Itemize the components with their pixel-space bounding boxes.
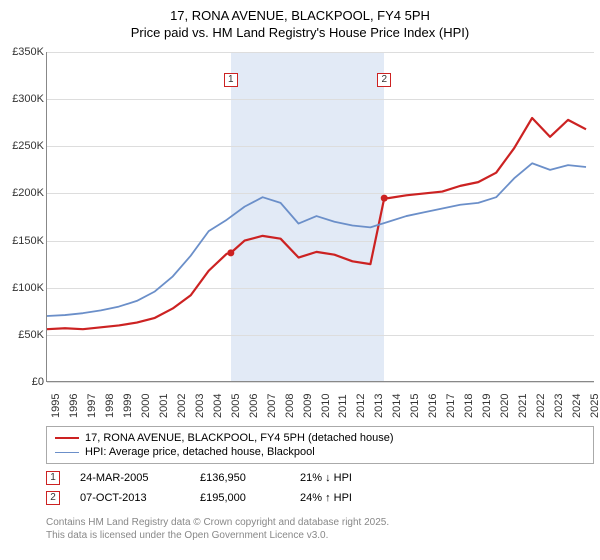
x-tick-label: 1995 <box>50 394 62 418</box>
x-tick-label: 1998 <box>104 394 116 418</box>
x-tick-label: 2004 <box>212 394 224 418</box>
sales-table: 1 24-MAR-2005 £136,950 21% ↓ HPI 2 07-OCT-201… <box>46 468 400 508</box>
legend-item: HPI: Average price, detached house, Blac… <box>55 445 585 459</box>
y-tick-label: £50K <box>18 329 44 341</box>
y-tick-label: £150K <box>12 235 44 247</box>
gridline-h <box>47 382 594 383</box>
x-tick-label: 2000 <box>140 394 152 418</box>
sale-price: £136,950 <box>200 472 280 484</box>
x-tick-label: 2023 <box>553 394 565 418</box>
x-tick-label: 2016 <box>427 394 439 418</box>
x-tick-label: 2018 <box>463 394 475 418</box>
series-price_paid <box>47 118 586 329</box>
x-tick-label: 2025 <box>589 394 600 418</box>
legend-label: 17, RONA AVENUE, BLACKPOOL, FY4 5PH (det… <box>85 432 394 444</box>
sale-date: 07-OCT-2013 <box>80 492 180 504</box>
sale-row-marker: 1 <box>46 471 60 485</box>
y-tick-label: £200K <box>12 187 44 199</box>
x-tick-label: 2008 <box>284 394 296 418</box>
x-tick-label: 2009 <box>302 394 314 418</box>
y-tick-label: £300K <box>12 93 44 105</box>
title-line-1: 17, RONA AVENUE, BLACKPOOL, FY4 5PH <box>0 8 600 25</box>
sale-point <box>227 249 234 256</box>
attribution-footer: Contains HM Land Registry data © Crown c… <box>46 516 389 542</box>
y-tick-label: £0 <box>32 376 44 388</box>
x-tick-label: 2019 <box>481 394 493 418</box>
x-tick-label: 2017 <box>445 394 457 418</box>
footer-line-1: Contains HM Land Registry data © Crown c… <box>46 516 389 529</box>
legend: 17, RONA AVENUE, BLACKPOOL, FY4 5PH (det… <box>46 426 594 464</box>
x-tick-label: 2024 <box>571 394 583 418</box>
x-tick-label: 2003 <box>194 394 206 418</box>
sale-row-marker: 2 <box>46 491 60 505</box>
x-tick-label: 2020 <box>499 394 511 418</box>
x-tick-label: 2015 <box>409 394 421 418</box>
x-tick-label: 2011 <box>337 394 349 418</box>
legend-item: 17, RONA AVENUE, BLACKPOOL, FY4 5PH (det… <box>55 431 585 445</box>
x-tick-label: 2005 <box>230 394 242 418</box>
x-tick-label: 1997 <box>86 394 98 418</box>
y-tick-label: £100K <box>12 282 44 294</box>
legend-swatch <box>55 437 79 439</box>
x-tick-label: 2021 <box>517 394 529 418</box>
x-tick-label: 2013 <box>373 394 385 418</box>
chart-title: 17, RONA AVENUE, BLACKPOOL, FY4 5PH Pric… <box>0 0 600 46</box>
sale-diff: 24% ↑ HPI <box>300 492 400 504</box>
title-line-2: Price paid vs. HM Land Registry's House … <box>0 25 600 42</box>
x-tick-label: 2001 <box>158 394 170 418</box>
sale-marker-1: 1 <box>224 73 238 87</box>
y-tick-label: £350K <box>12 46 44 58</box>
legend-label: HPI: Average price, detached house, Blac… <box>85 446 315 458</box>
sale-row: 1 24-MAR-2005 £136,950 21% ↓ HPI <box>46 468 400 488</box>
footer-line-2: This data is licensed under the Open Gov… <box>46 529 389 542</box>
x-tick-label: 2002 <box>176 394 188 418</box>
sale-diff: 21% ↓ HPI <box>300 472 400 484</box>
y-tick-label: £250K <box>12 140 44 152</box>
x-tick-label: 2006 <box>248 394 260 418</box>
x-tick-label: 2007 <box>266 394 278 418</box>
x-tick-label: 1996 <box>68 394 80 418</box>
chart-plot-area: 12 <box>46 52 594 382</box>
x-tick-label: 2010 <box>320 394 332 418</box>
x-tick-label: 2014 <box>391 394 403 418</box>
legend-swatch <box>55 452 79 453</box>
sale-price: £195,000 <box>200 492 280 504</box>
sale-marker-2: 2 <box>377 73 391 87</box>
sale-date: 24-MAR-2005 <box>80 472 180 484</box>
x-tick-label: 2012 <box>355 394 367 418</box>
series-hpi <box>47 163 586 316</box>
sale-row: 2 07-OCT-2013 £195,000 24% ↑ HPI <box>46 488 400 508</box>
sale-point <box>381 195 388 202</box>
chart-svg <box>47 52 594 381</box>
x-tick-label: 1999 <box>122 394 134 418</box>
x-tick-label: 2022 <box>535 394 547 418</box>
